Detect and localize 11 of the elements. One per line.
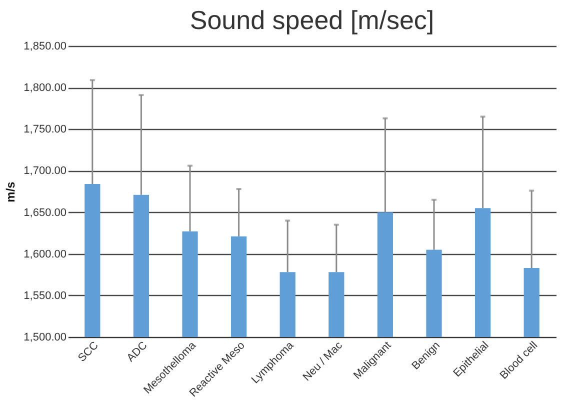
y-tick-label: 1,550.00	[24, 290, 66, 302]
y-tick-label: 1,650.00	[24, 206, 66, 219]
y-tick-label: 1,750.00	[24, 124, 66, 136]
y-tick-label: 1,600.00	[24, 248, 66, 260]
chart-title: Sound speed [m/sec]	[190, 5, 434, 35]
y-tick-label: 1,850.00	[24, 40, 66, 52]
y-axis-title: m/s	[4, 181, 18, 202]
y-tick-label: 1,700.00	[24, 165, 66, 178]
y-tick-label: 1,800.00	[24, 82, 66, 94]
y-tick-label: 1,500.00	[24, 332, 66, 344]
x-tick-label: Neu / Mac	[300, 339, 346, 384]
